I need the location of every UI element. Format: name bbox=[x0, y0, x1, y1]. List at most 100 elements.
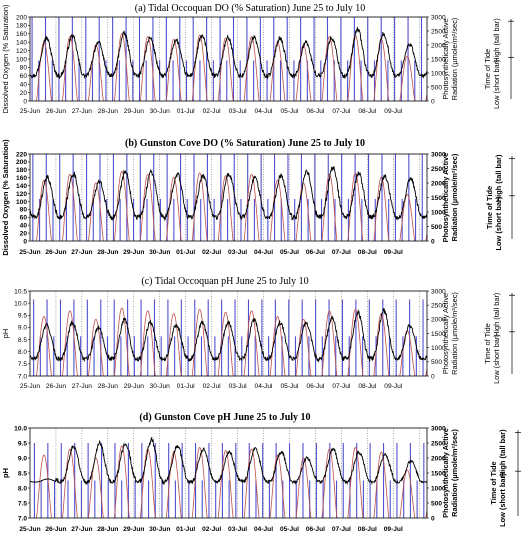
x-tick-label: 07-Jul bbox=[332, 383, 350, 390]
par-curve bbox=[62, 173, 78, 242]
tide-low-label: Low (short bar) bbox=[498, 473, 507, 527]
par-curve bbox=[243, 36, 260, 102]
left-tick-label: 20 bbox=[20, 90, 28, 97]
left-axis-ticks: 7.0 7.5 8.0 8.5 9.0 9.5 10.0 bbox=[14, 425, 30, 522]
left-tick-label: 120 bbox=[16, 48, 27, 55]
ph-line bbox=[29, 308, 428, 363]
y-axis-label: pH bbox=[1, 468, 10, 478]
x-tick-label: 26-Jun bbox=[46, 108, 66, 115]
par-curve bbox=[165, 313, 182, 377]
chart-panel-a: (a) Tidal Occoquan DO (% Saturation) Jun… bbox=[1, 3, 514, 115]
tide-low-label: Low (short bar) bbox=[494, 196, 503, 250]
par-curve bbox=[399, 194, 416, 242]
x-tick-label: 08-Jul bbox=[358, 526, 377, 533]
left-tick-label: 60 bbox=[20, 215, 28, 222]
par-curve bbox=[373, 451, 390, 519]
x-tick-label: 09-Jul bbox=[384, 108, 402, 115]
x-tick-label: 09-Jul bbox=[384, 526, 403, 533]
par-curve bbox=[321, 36, 338, 102]
chart-panel-d: (d) Gunston Cove pH June 25 to July 10 7.… bbox=[1, 412, 521, 533]
x-tick-label: 30-Jun bbox=[150, 383, 170, 390]
par-curve bbox=[87, 44, 104, 102]
x-tick-label: 30-Jun bbox=[150, 108, 170, 115]
x-tick-label: 05-Jul bbox=[280, 249, 299, 256]
series-tide-bars bbox=[33, 443, 425, 518]
par-curve bbox=[191, 308, 208, 377]
left-tick-label: 40 bbox=[20, 82, 28, 89]
x-tick-label: 27-Jun bbox=[71, 526, 92, 533]
right-tick-label: 2000 bbox=[431, 317, 446, 324]
x-tick-label: 04-Jul bbox=[255, 108, 273, 115]
x-tick-label: 08-Jul bbox=[358, 108, 376, 115]
x-tick-label: 05-Jul bbox=[280, 108, 298, 115]
x-tick-label: 27-Jun bbox=[71, 249, 92, 256]
left-tick-label: 200 bbox=[16, 159, 27, 166]
x-axis-labels: 25-Jun 26-Jun 27-Jun 28-Jun 29-Jun 30-Jun 01-J… bbox=[20, 383, 403, 390]
left-tick-label: 8.5 bbox=[18, 337, 27, 344]
right-axis-ticks: 0 500 1000 1500 2000 2500 3000 bbox=[427, 14, 446, 105]
x-tick-label: 03-Jul bbox=[228, 526, 247, 533]
left-tick-label: 160 bbox=[16, 175, 27, 182]
x-tick-label: 08-Jul bbox=[358, 383, 376, 390]
x-tick-label: 25-Jun bbox=[19, 249, 40, 256]
x-axis-labels: 25-Jun 26-Jun 27-Jun 28-Jun 29-Jun 30-Jun 01-J… bbox=[20, 108, 403, 115]
chart-title: (b) Gunston Cove DO (% Saturation) June … bbox=[125, 138, 365, 149]
par-curve bbox=[165, 38, 182, 102]
tide-axis-label: Time of Tide bbox=[489, 461, 498, 504]
par-curve bbox=[321, 448, 338, 519]
chart-title: (a) Tidal Occoquan DO (% Saturation) Jun… bbox=[135, 3, 366, 14]
gridlines bbox=[55, 17, 420, 101]
par-curve bbox=[62, 310, 78, 377]
chart-panel-c: (c) Tidal Occoquan pH June 25 to July 10… bbox=[1, 276, 515, 390]
x-tick-label: 29-Jun bbox=[124, 383, 144, 390]
y-axis-label: Dissolved Oxygen (% Saturation) bbox=[1, 139, 10, 256]
x-tick-label: 25-Jun bbox=[20, 108, 40, 115]
par-curve bbox=[113, 33, 130, 102]
right-tick-label: 500 bbox=[431, 359, 442, 366]
x-tick-label: 03-Jul bbox=[229, 108, 247, 115]
par-curve bbox=[217, 37, 234, 102]
panel-a: (a) Tidal Occoquan DO (% Saturation) Jun… bbox=[0, 0, 527, 134]
right-tick-label: 2500 bbox=[431, 28, 446, 35]
x-tick-label: 30-Jun bbox=[149, 526, 170, 533]
left-tick-label: 140 bbox=[16, 40, 27, 47]
x-tick-label: 26-Jun bbox=[45, 249, 66, 256]
right-tick-label: 0 bbox=[431, 238, 435, 245]
y2-axis-label-line1: Photosynthetically Active bbox=[441, 153, 450, 243]
right-tick-label: 3000 bbox=[431, 151, 446, 158]
x-tick-label: 09-Jul bbox=[384, 249, 403, 256]
panel-b: (b) Gunston Cove DO (% Saturation) June … bbox=[0, 136, 527, 272]
x-tick-label: 05-Jul bbox=[280, 526, 299, 533]
x-tick-label: 03-Jul bbox=[228, 249, 247, 256]
par-curve bbox=[399, 55, 416, 102]
par-curve bbox=[87, 182, 104, 242]
left-tick-label: 7.0 bbox=[18, 515, 27, 522]
par-curve bbox=[295, 182, 312, 242]
y2-axis-label-line2: Radiation (µmole/m²/sec) bbox=[450, 18, 459, 101]
right-tick-label: 0 bbox=[431, 373, 435, 380]
left-axis-ticks: 7.0 7.5 8.0 8.5 9.0 9.5 10.0 10.5 bbox=[14, 288, 30, 380]
left-tick-label: 120 bbox=[16, 191, 27, 198]
series-tide-bars bbox=[33, 299, 424, 376]
x-tick-label: 06-Jul bbox=[306, 383, 324, 390]
oxygen-line bbox=[29, 166, 428, 222]
left-tick-label: 0 bbox=[23, 238, 27, 245]
x-axis-labels: 25-Jun 26-Jun 27-Jun 28-Jun 29-Jun 30-Jun 01-J… bbox=[19, 249, 403, 256]
y-axis-label: pH bbox=[1, 329, 10, 338]
x-tick-label: 27-Jun bbox=[72, 108, 92, 115]
right-tick-label: 1500 bbox=[431, 470, 446, 477]
right-tick-label: 2500 bbox=[431, 302, 446, 309]
series-par bbox=[36, 445, 428, 519]
gridlines bbox=[55, 428, 420, 518]
left-tick-label: 100 bbox=[16, 56, 27, 63]
right-tick-label: 2500 bbox=[431, 166, 446, 173]
par-curve bbox=[295, 457, 312, 519]
left-tick-label: 10.5 bbox=[14, 288, 27, 295]
par-curve bbox=[62, 36, 78, 102]
par-curve bbox=[36, 179, 52, 242]
left-tick-label: 180 bbox=[16, 23, 27, 30]
right-tick-label: 3000 bbox=[431, 14, 446, 21]
x-tick-label: 27-Jun bbox=[72, 383, 92, 390]
x-tick-label: 05-Jul bbox=[280, 383, 298, 390]
series-tide-bars bbox=[32, 154, 423, 241]
